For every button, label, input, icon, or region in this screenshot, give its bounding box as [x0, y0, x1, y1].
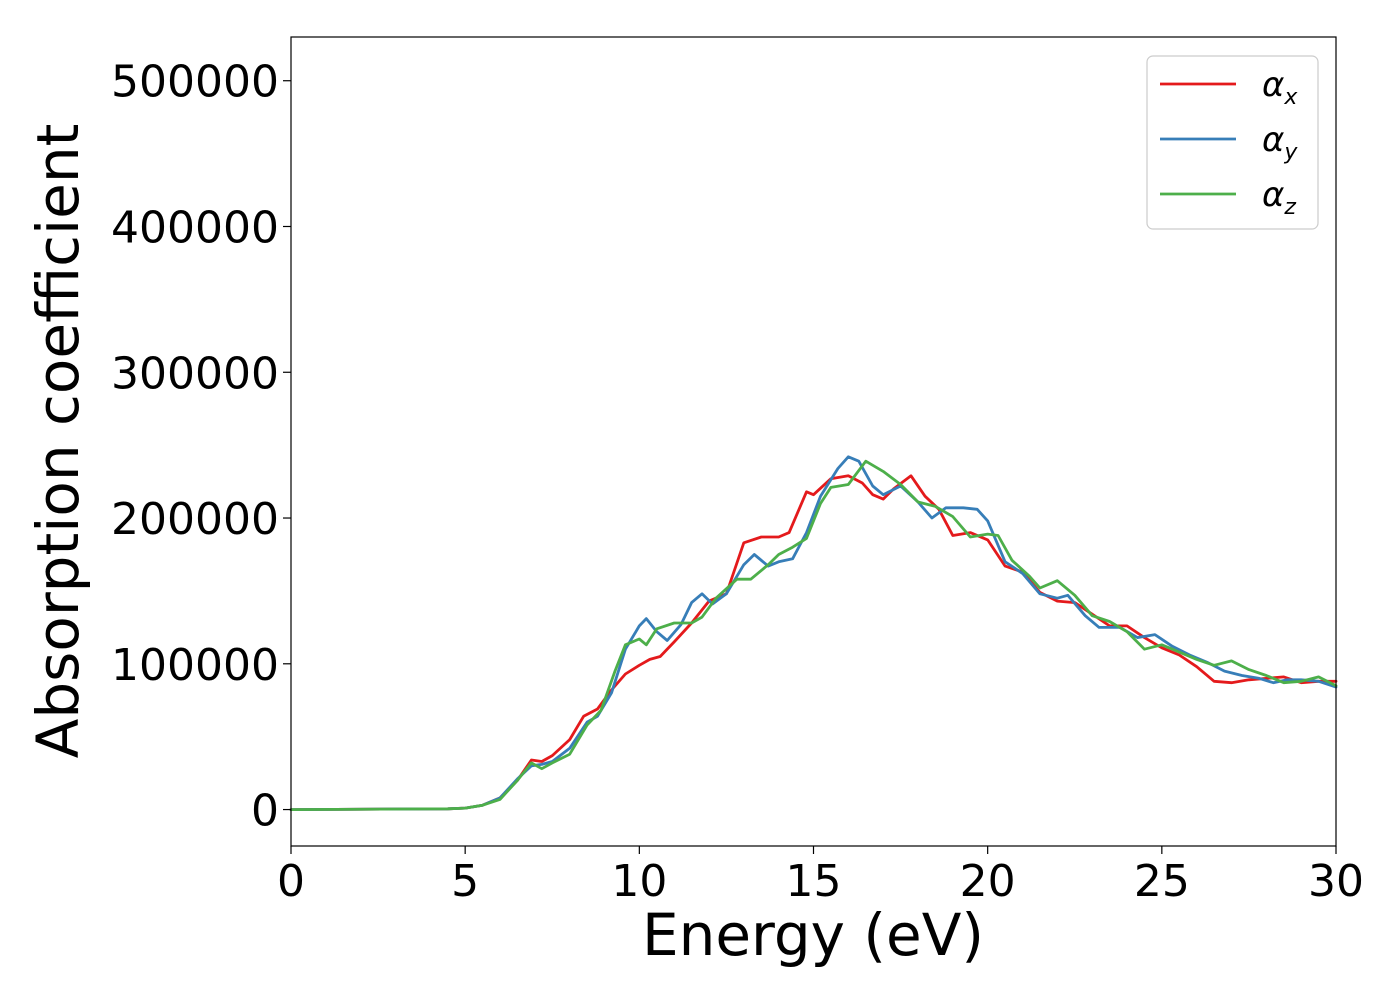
series-line-z — [289, 459, 1338, 811]
series-layer — [289, 455, 1338, 811]
x-tick-label: 5 — [451, 856, 479, 907]
y-axis-label: Absorption coefficient — [24, 124, 92, 759]
x-tick-label: 25 — [1134, 856, 1190, 907]
y-tick-label: 400000 — [111, 202, 279, 253]
y-tick-label: 200000 — [111, 494, 279, 545]
y-axis: 0 100000 200000 300000 400000 500000 — [111, 57, 291, 837]
x-axis: 0 5 10 15 20 25 30 — [277, 846, 1364, 907]
y-tick-label: 300000 — [111, 348, 279, 399]
x-tick-label: 30 — [1308, 856, 1364, 907]
x-tick-label: 0 — [277, 856, 305, 907]
legend-box — [1146, 55, 1319, 230]
y-tick-label: 500000 — [111, 57, 279, 108]
x-axis-label: Energy (eV) — [642, 901, 984, 969]
series-line-x — [289, 474, 1338, 811]
y-tick-label: 100000 — [111, 640, 279, 691]
y-tick-label: 0 — [251, 786, 279, 837]
x-tick-label: 15 — [786, 856, 842, 907]
x-tick-label: 20 — [960, 856, 1016, 907]
x-tick-label: 10 — [611, 856, 667, 907]
